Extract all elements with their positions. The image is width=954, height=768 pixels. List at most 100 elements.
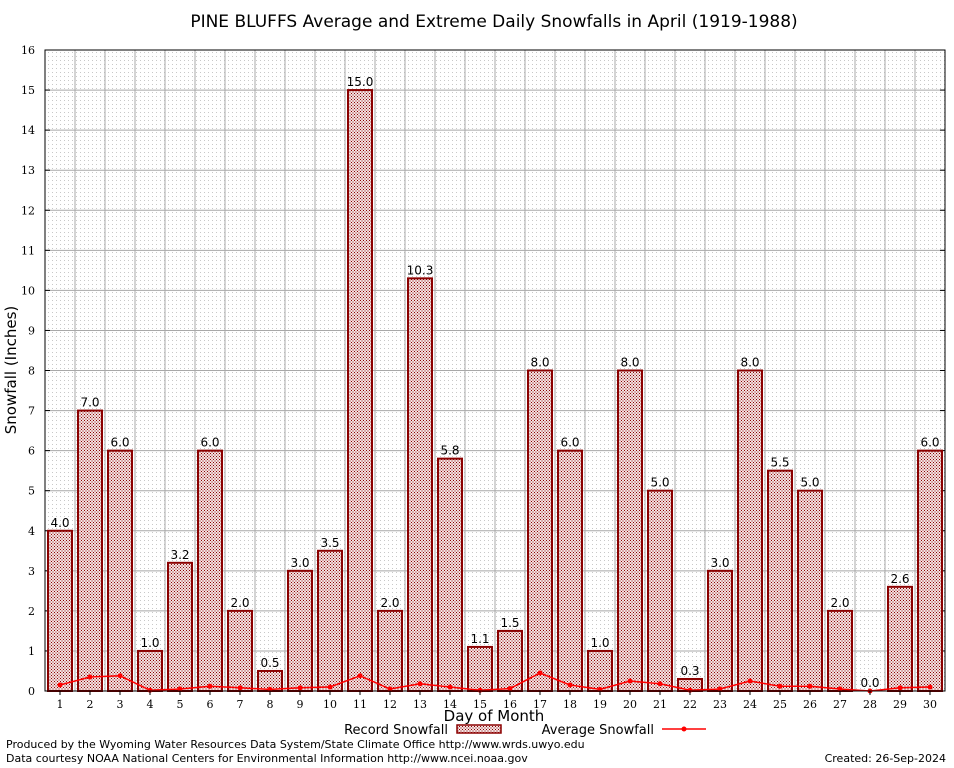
record-value-label: 2.0 — [830, 596, 849, 610]
record-bar — [47, 529, 73, 692]
record-value-label: 5.5 — [770, 456, 789, 470]
x-tick-label: 17 — [533, 698, 547, 711]
record-value-label: 3.2 — [170, 548, 189, 562]
record-bar — [347, 89, 373, 692]
x-tick-label: 29 — [893, 698, 907, 711]
average-point — [927, 684, 933, 690]
x-tick-label: 19 — [593, 698, 607, 711]
average-point — [627, 678, 633, 684]
average-point — [567, 682, 573, 688]
x-tick-label: 6 — [207, 698, 214, 711]
y-tick-label: 16 — [21, 44, 35, 57]
y-tick-label: 3 — [28, 565, 35, 578]
record-bar — [407, 277, 433, 692]
y-tick-label: 1 — [28, 645, 35, 658]
average-line — [57, 670, 933, 694]
x-tick-label: 8 — [267, 698, 274, 711]
record-value-label: 1.0 — [140, 636, 159, 650]
average-point — [507, 686, 513, 692]
y-tick-label: 2 — [28, 605, 35, 618]
record-bar — [197, 449, 223, 692]
average-point — [417, 681, 423, 687]
record-value-label: 5.0 — [800, 476, 819, 490]
x-tick-label: 21 — [653, 698, 667, 711]
average-point — [57, 682, 63, 688]
legend-record-label: Record Snowfall — [344, 723, 448, 738]
y-tick-label: 4 — [28, 525, 35, 538]
record-value-label: 2.0 — [380, 596, 399, 610]
record-bar — [887, 585, 913, 693]
x-axis-ticks: 1 2 3 4 5 6 7 8 9 10 11 12 13 14 15 16 17 18 19 20 21 22 23 24 2… — [57, 691, 937, 711]
x-tick-label: 27 — [833, 698, 847, 711]
record-value-label: 15.0 — [347, 75, 374, 89]
legend-average-marker — [681, 726, 687, 732]
x-tick-label: 15 — [473, 698, 487, 711]
plot-frame — [44, 49, 946, 692]
legend-average-label: Average Snowfall — [542, 723, 654, 738]
record-value-label: 6.0 — [560, 436, 579, 450]
x-tick-label: 9 — [297, 698, 304, 711]
record-value-label: 8.0 — [620, 356, 639, 370]
record-value-label: 0.5 — [260, 656, 279, 670]
record-bar — [107, 449, 133, 692]
average-point — [837, 686, 843, 692]
x-tick-label: 2 — [87, 698, 94, 711]
y-tick-label: 6 — [28, 445, 35, 458]
record-value-label: 3.0 — [710, 556, 729, 570]
record-value-label: 3.5 — [320, 536, 339, 550]
average-point — [387, 686, 393, 692]
x-tick-label: 4 — [147, 698, 154, 711]
x-tick-label: 24 — [743, 698, 757, 711]
x-tick-label: 10 — [323, 698, 337, 711]
record-bar — [617, 369, 643, 692]
x-tick-label: 28 — [863, 698, 877, 711]
record-value-label: 8.0 — [740, 356, 759, 370]
y-tick-label: 8 — [28, 365, 35, 378]
record-bar — [497, 629, 523, 692]
average-point — [897, 685, 903, 691]
record-bar — [707, 569, 733, 692]
record-bar — [437, 457, 463, 693]
record-value-label: 0.3 — [680, 664, 699, 678]
y-tick-label: 0 — [28, 685, 35, 698]
record-value-label: 5.0 — [650, 476, 669, 490]
x-tick-label: 3 — [117, 698, 124, 711]
record-bar — [797, 489, 823, 692]
footer-data-courtesy: Data courtesy NOAA National Centers for … — [6, 752, 528, 765]
record-bar — [827, 609, 853, 692]
average-point — [87, 674, 93, 680]
record-bar — [287, 569, 313, 692]
record-bar — [557, 449, 583, 692]
x-tick-label: 25 — [773, 698, 787, 711]
legend-record-swatch — [456, 724, 502, 734]
legend: Record Snowfall Average Snowfall — [344, 723, 706, 738]
record-bar — [527, 369, 553, 692]
y-tick-label: 9 — [28, 324, 35, 337]
major-grid — [45, 50, 945, 691]
x-tick-label: 20 — [623, 698, 637, 711]
chart-title: PINE BLUFFS Average and Extreme Daily Sn… — [190, 12, 797, 32]
record-bar — [737, 369, 763, 692]
record-value-label: 10.3 — [407, 263, 434, 277]
record-value-label: 6.0 — [200, 436, 219, 450]
x-axis-label: Day of Month — [444, 707, 545, 725]
record-bar — [587, 649, 613, 692]
x-tick-label: 1 — [57, 698, 64, 711]
average-point — [777, 683, 783, 689]
record-value-label: 3.0 — [290, 556, 309, 570]
record-bar — [77, 409, 103, 692]
average-point — [747, 678, 753, 684]
x-tick-label: 5 — [177, 698, 184, 711]
record-value-label: 6.0 — [110, 436, 129, 450]
record-value-label: 5.8 — [440, 444, 459, 458]
record-bar — [767, 469, 793, 692]
footer-created-date: Created: 26-Sep-2024 — [824, 752, 946, 765]
x-tick-label: 7 — [237, 698, 244, 711]
average-series-line — [59, 672, 931, 692]
average-point — [537, 670, 543, 676]
footer-produced-by: Produced by the Wyoming Water Resources … — [6, 738, 585, 751]
y-tick-label: 10 — [21, 284, 35, 297]
record-value-label: 1.1 — [470, 632, 489, 646]
average-point — [357, 673, 363, 679]
